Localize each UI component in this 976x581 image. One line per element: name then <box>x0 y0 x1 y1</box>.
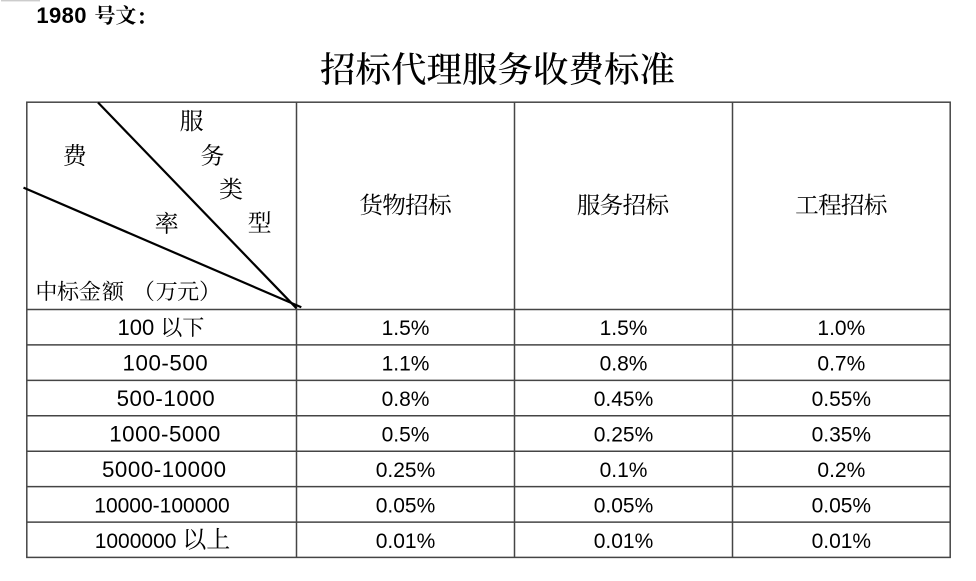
svg-text:0.8%: 0.8% <box>600 353 648 376</box>
svg-text:0.8%: 0.8% <box>382 388 430 411</box>
svg-text:1980: 1980 <box>36 3 87 28</box>
svg-text:0.01%: 0.01% <box>376 530 436 553</box>
svg-text:1000000: 1000000 <box>95 530 177 553</box>
svg-text:100-500: 100-500 <box>123 351 209 376</box>
svg-text:1000-5000: 1000-5000 <box>109 421 221 446</box>
svg-text:500-1000: 500-1000 <box>117 386 216 411</box>
svg-text:0.25%: 0.25% <box>594 423 654 446</box>
svg-text:0.7%: 0.7% <box>817 353 865 376</box>
svg-text:0.05%: 0.05% <box>376 494 436 517</box>
svg-text:0.01%: 0.01% <box>812 530 872 553</box>
svg-text:5000-10000: 5000-10000 <box>102 457 227 482</box>
svg-text:0.55%: 0.55% <box>812 388 872 411</box>
svg-text:1.5%: 1.5% <box>600 317 648 340</box>
svg-text:0.5%: 0.5% <box>382 423 430 446</box>
svg-text:1.1%: 1.1% <box>382 353 430 376</box>
svg-text:1.0%: 1.0% <box>817 317 865 340</box>
svg-text:0.01%: 0.01% <box>594 530 654 553</box>
svg-text:10000-100000: 10000-100000 <box>94 494 229 517</box>
svg-text:0.05%: 0.05% <box>594 494 654 517</box>
svg-text:0.25%: 0.25% <box>376 459 436 482</box>
svg-text:0.1%: 0.1% <box>600 459 648 482</box>
svg-text:0.35%: 0.35% <box>812 423 872 446</box>
svg-text:100: 100 <box>117 315 154 340</box>
svg-text:0.45%: 0.45% <box>594 388 654 411</box>
svg-text:0.2%: 0.2% <box>817 459 865 482</box>
svg-text:1.5%: 1.5% <box>382 317 430 340</box>
svg-text:0.05%: 0.05% <box>812 494 872 517</box>
